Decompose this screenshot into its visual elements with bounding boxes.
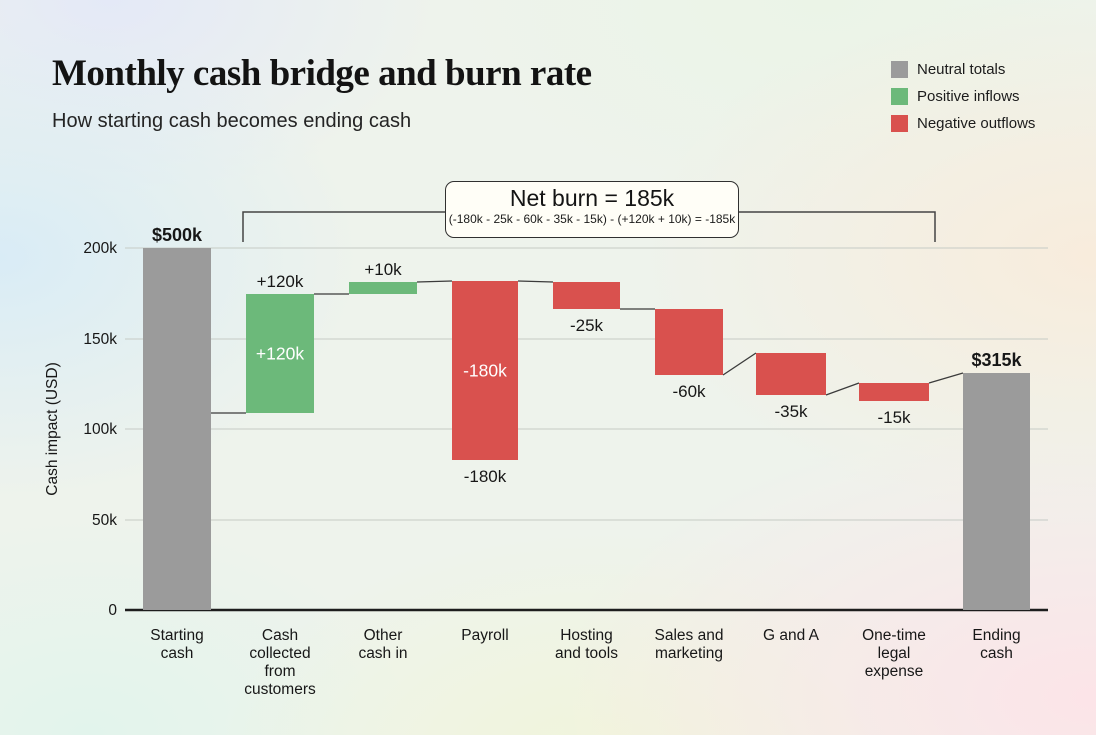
- bar-inside-label-cash-collected-from-customers: +120k: [256, 344, 304, 364]
- legend-swatch-positive-icon: [891, 88, 908, 105]
- bar-value-label-other-cash-in: +10k: [364, 260, 402, 279]
- bar-g-and-a: [756, 353, 826, 395]
- page-subtitle: How starting cash becomes ending cash: [52, 110, 412, 132]
- net-burn-formula: (-180k - 25k - 60k - 35k - 15k) - (+120k…: [448, 212, 736, 227]
- bar-payroll: [452, 281, 518, 460]
- bar-one-time-legal-expense: [859, 383, 929, 401]
- bar-value-label-ending-cash: $315k: [971, 350, 1022, 370]
- bar-ending-cash: [963, 373, 1030, 610]
- x-category-label-other-cash-in: Other cash in: [358, 627, 407, 662]
- legend-item-neutral: Neutral totals: [891, 61, 1035, 78]
- bar-value-label-one-time-legal-expense: -15k: [877, 408, 911, 427]
- bar-inside-label-payroll: -180k: [463, 361, 507, 381]
- x-category-label-starting-cash: Starting cash: [150, 627, 203, 662]
- connector-line: [416, 280, 453, 283]
- connector-line: [517, 280, 554, 283]
- legend-label: Negative outflows: [917, 115, 1036, 132]
- bar-value-label-g-and-a: -35k: [774, 402, 808, 421]
- net-burn-title: Net burn = 185k: [509, 185, 675, 211]
- bar-value-label-hosting-and-tools: -25k: [570, 316, 604, 335]
- y-tick-label: 150k: [83, 331, 117, 348]
- page-title: Monthly cash bridge and burn rate: [52, 53, 592, 94]
- net-burn-bracket: [242, 211, 936, 242]
- x-category-label-ending-cash: Ending cash: [972, 627, 1020, 662]
- net-burn-annotation: Net burn = 185k (-180k - 25k - 60k - 35k…: [445, 181, 739, 238]
- legend-label: Positive inflows: [917, 88, 1020, 105]
- x-category-label-sales-and-marketing: Sales and marketing: [655, 627, 724, 662]
- legend-swatch-neutral-icon: [891, 61, 908, 78]
- y-tick-label: 0: [108, 602, 117, 619]
- bar-cash-collected-from-customers: [246, 294, 314, 413]
- connector-line: [928, 372, 964, 384]
- legend-item-negative: Negative outflows: [891, 115, 1035, 132]
- bar-value-label-sales-and-marketing: -60k: [672, 382, 706, 401]
- legend-item-positive: Positive inflows: [891, 88, 1035, 105]
- y-tick-label: 200k: [83, 240, 117, 257]
- bar-value-label-payroll: -180k: [464, 467, 507, 486]
- bar-other-cash-in: [349, 282, 417, 294]
- x-category-label-one-time-legal-expense: One-time legal expense: [862, 627, 926, 680]
- connector-line: [825, 382, 860, 396]
- x-category-label-payroll: Payroll: [461, 627, 508, 644]
- x-category-label-cash-collected-from-customers: Cash collected from customers: [244, 627, 316, 698]
- y-tick-label: 100k: [83, 421, 117, 438]
- bar-value-label-starting-cash: $500k: [152, 225, 203, 245]
- connector-line: [722, 352, 757, 376]
- chart-legend: Neutral totals Positive inflows Negative…: [891, 61, 1035, 132]
- bar-hosting-and-tools: [553, 282, 620, 309]
- bar-starting-cash: [143, 248, 211, 610]
- x-category-label-hosting-and-tools: Hosting and tools: [555, 627, 618, 662]
- y-tick-label: 50k: [92, 512, 117, 529]
- bar-sales-and-marketing: [655, 309, 723, 375]
- legend-label: Neutral totals: [917, 61, 1006, 78]
- legend-swatch-negative-icon: [891, 115, 908, 132]
- x-category-label-g-and-a: G and A: [763, 627, 820, 644]
- bar-value-label-cash-collected-from-customers: +120k: [257, 272, 304, 291]
- y-axis-title: Cash impact (USD): [44, 362, 61, 496]
